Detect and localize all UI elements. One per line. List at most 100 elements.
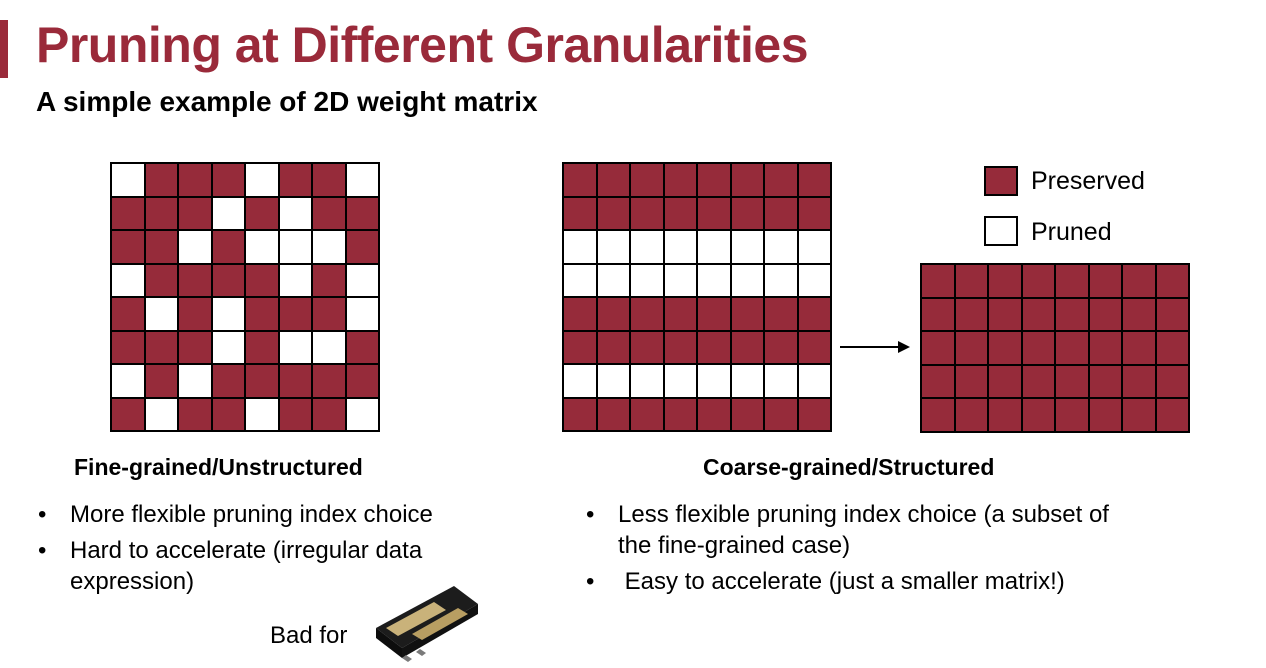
preserved-weight-cell xyxy=(1055,264,1089,298)
preserved-weight-cell xyxy=(111,297,145,331)
pruned-weight-cell xyxy=(596,364,630,398)
pruned-smaller-matrix xyxy=(920,263,1190,433)
bullet-text: Easy to accelerate (just a smaller matri… xyxy=(618,568,1065,595)
bullet-dot: • xyxy=(586,501,595,528)
legend-label-preserved: Preserved xyxy=(1031,167,1145,195)
preserved-weight-cell xyxy=(245,297,279,331)
title-accent-bar xyxy=(0,20,8,78)
preserved-weight-cell xyxy=(144,196,178,230)
pruned-weight-cell xyxy=(697,263,731,297)
preserved-weight-cell xyxy=(312,397,346,431)
preserved-weight-cell xyxy=(764,196,798,230)
pruned-weight-cell xyxy=(697,230,731,264)
preserved-weight-cell xyxy=(797,297,831,331)
pruned-weight-cell xyxy=(211,297,245,331)
preserved-weight-cell xyxy=(954,331,988,365)
preserved-weight-cell xyxy=(921,264,955,298)
bad-for-label: Bad for xyxy=(270,622,348,649)
bullet-dot: • xyxy=(586,568,595,595)
legend-swatch-pruned xyxy=(984,216,1018,246)
preserved-weight-cell xyxy=(988,331,1022,365)
preserved-weight-cell xyxy=(730,330,764,364)
pruned-weight-cell xyxy=(111,364,145,398)
preserved-weight-cell xyxy=(178,196,212,230)
preserved-weight-cell xyxy=(1055,398,1089,432)
preserved-weight-cell xyxy=(596,163,630,197)
preserved-weight-cell xyxy=(1122,364,1156,399)
slide-subtitle: A simple example of 2D weight matrix xyxy=(36,86,538,117)
coarse-grained-bullets: • Less flexible pruning index choice (a s… xyxy=(586,499,1146,602)
preserved-weight-cell xyxy=(144,230,178,264)
preserved-weight-cell xyxy=(988,364,1022,399)
pruned-weight-cell xyxy=(797,230,831,264)
preserved-weight-cell xyxy=(211,364,245,398)
preserved-weight-cell xyxy=(111,330,145,364)
preserved-weight-cell xyxy=(1088,398,1122,432)
preserved-weight-cell xyxy=(178,163,212,197)
preserved-weight-cell xyxy=(797,163,831,197)
preserved-weight-cell xyxy=(144,330,178,364)
preserved-weight-cell xyxy=(954,398,988,432)
preserved-weight-cell xyxy=(1088,364,1122,399)
preserved-weight-cell xyxy=(921,331,955,365)
preserved-weight-cell xyxy=(345,330,379,364)
pruned-weight-cell xyxy=(111,263,145,297)
preserved-weight-cell xyxy=(211,163,245,197)
preserved-weight-cell xyxy=(144,364,178,398)
preserved-weight-cell xyxy=(596,196,630,230)
preserved-weight-cell xyxy=(278,397,312,431)
pruned-weight-cell xyxy=(563,230,597,264)
preserved-weight-cell xyxy=(730,196,764,230)
bullet-dot: • xyxy=(38,537,47,564)
preserved-weight-cell xyxy=(345,196,379,230)
preserved-weight-cell xyxy=(730,397,764,431)
pruned-weight-cell xyxy=(312,330,346,364)
slide-title: Pruning at Different Granularities xyxy=(36,17,809,73)
pruned-weight-cell xyxy=(345,263,379,297)
pruned-weight-cell xyxy=(596,230,630,264)
preserved-weight-cell xyxy=(245,364,279,398)
preserved-weight-cell xyxy=(1088,297,1122,332)
pruned-weight-cell xyxy=(764,230,798,264)
preserved-weight-cell xyxy=(1088,331,1122,365)
preserved-weight-cell xyxy=(663,297,697,331)
preserved-weight-cell xyxy=(312,364,346,398)
pruned-weight-cell xyxy=(144,297,178,331)
preserved-weight-cell xyxy=(921,364,955,399)
pruned-weight-cell xyxy=(563,263,597,297)
preserved-weight-cell xyxy=(663,397,697,431)
preserved-weight-cell xyxy=(312,297,346,331)
preserved-weight-cell xyxy=(797,397,831,431)
preserved-weight-cell xyxy=(663,330,697,364)
pruned-weight-cell xyxy=(211,330,245,364)
preserved-weight-cell xyxy=(1122,398,1156,432)
preserved-weight-cell xyxy=(178,297,212,331)
preserved-weight-cell xyxy=(663,196,697,230)
preserved-weight-cell xyxy=(345,230,379,264)
preserved-weight-cell xyxy=(630,330,664,364)
preserved-weight-cell xyxy=(278,163,312,197)
pruned-weight-cell xyxy=(144,397,178,431)
preserved-weight-cell xyxy=(954,297,988,332)
preserved-weight-cell xyxy=(245,330,279,364)
preserved-weight-cell xyxy=(630,163,664,197)
pruned-weight-cell xyxy=(563,364,597,398)
right-arrow-icon xyxy=(840,341,910,353)
preserved-weight-cell xyxy=(764,297,798,331)
preserved-weight-cell xyxy=(596,397,630,431)
preserved-weight-cell xyxy=(312,163,346,197)
preserved-weight-cell xyxy=(697,397,731,431)
preserved-weight-cell xyxy=(1021,297,1055,332)
preserved-weight-cell xyxy=(988,297,1022,332)
preserved-weight-cell xyxy=(563,297,597,331)
coarse-grained-matrix xyxy=(562,162,832,432)
preserved-weight-cell xyxy=(178,330,212,364)
preserved-weight-cell xyxy=(797,330,831,364)
preserved-weight-cell xyxy=(697,196,731,230)
pruned-weight-cell xyxy=(245,397,279,431)
preserved-weight-cell xyxy=(730,297,764,331)
fine-grained-bullets: • More flexible pruning index choice • Har… xyxy=(38,499,498,602)
pruned-weight-cell xyxy=(764,263,798,297)
preserved-weight-cell xyxy=(764,330,798,364)
preserved-weight-cell xyxy=(1122,331,1156,365)
